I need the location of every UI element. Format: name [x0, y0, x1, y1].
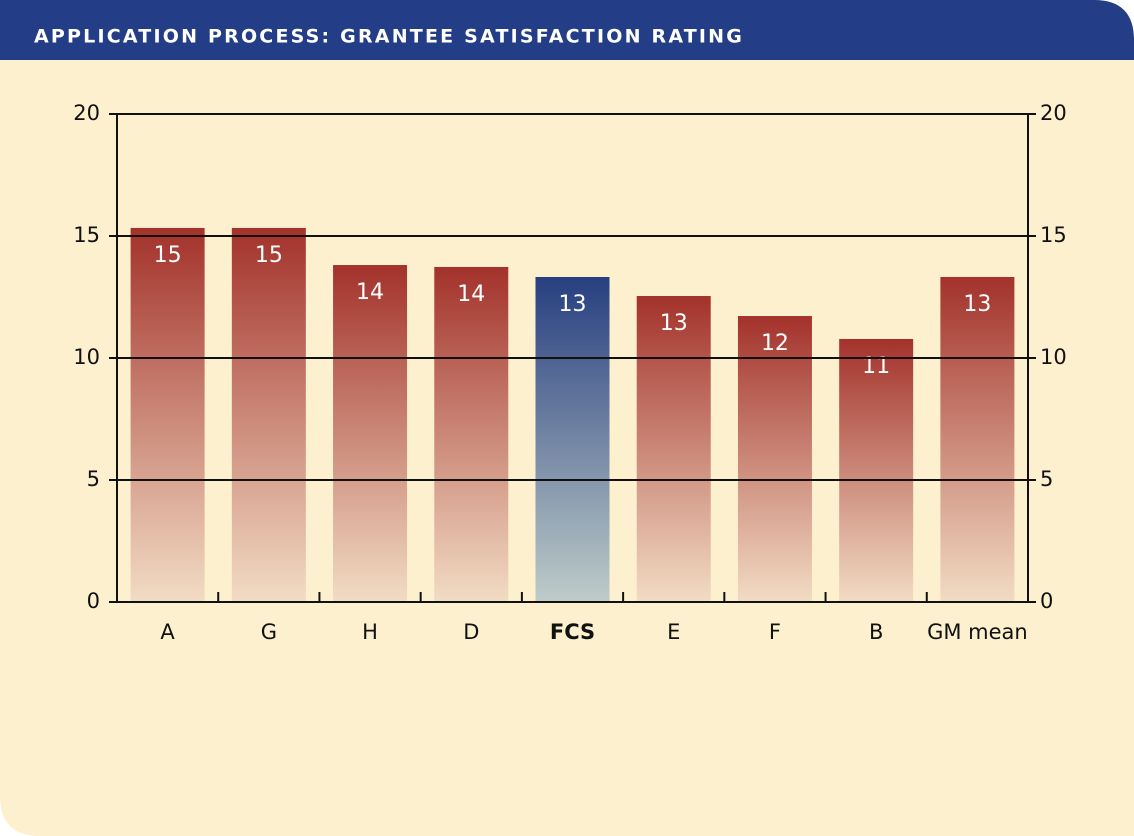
value-label: 15 [255, 243, 283, 268]
bar [839, 338, 914, 602]
bar [333, 265, 408, 602]
value-label: 13 [963, 292, 991, 317]
x-tick-label: H [362, 620, 378, 644]
x-tick-label: GM mean [927, 620, 1028, 644]
bar [737, 316, 812, 602]
value-label: 12 [761, 331, 789, 356]
y2-tick-label: 0 [1040, 589, 1053, 613]
x-tick-label: E [667, 620, 680, 644]
y-tick-label: 20 [73, 101, 100, 125]
chart-title: APPLICATION PROCESS: GRANTEE SATISFACTIO… [34, 26, 744, 48]
x-tick-label: G [261, 620, 277, 644]
y2-tick-label: 10 [1040, 345, 1067, 369]
x-tick-label: B [869, 620, 883, 644]
x-tick-label: A [160, 620, 175, 644]
value-label: 13 [559, 292, 587, 317]
x-tick-label: F [769, 620, 781, 644]
value-label: 15 [154, 243, 182, 268]
value-label: 14 [457, 282, 485, 307]
value-label: 13 [660, 311, 688, 336]
x-tick-label: D [463, 620, 479, 644]
bar [231, 227, 306, 602]
x-tick-label: FCS [550, 620, 595, 644]
value-label: 14 [356, 280, 384, 305]
bar [940, 276, 1015, 602]
y2-tick-label: 20 [1040, 101, 1067, 125]
y-tick-label: 10 [73, 345, 100, 369]
y-tick-label: 0 [87, 589, 100, 613]
bar [535, 276, 610, 602]
bar [434, 266, 509, 602]
y-tick-label: 15 [73, 223, 100, 247]
bar [130, 227, 205, 602]
y2-tick-label: 15 [1040, 223, 1067, 247]
y-tick-label: 5 [87, 467, 100, 491]
header-band [0, 0, 1134, 60]
y2-tick-label: 5 [1040, 467, 1053, 491]
bar [636, 296, 711, 602]
